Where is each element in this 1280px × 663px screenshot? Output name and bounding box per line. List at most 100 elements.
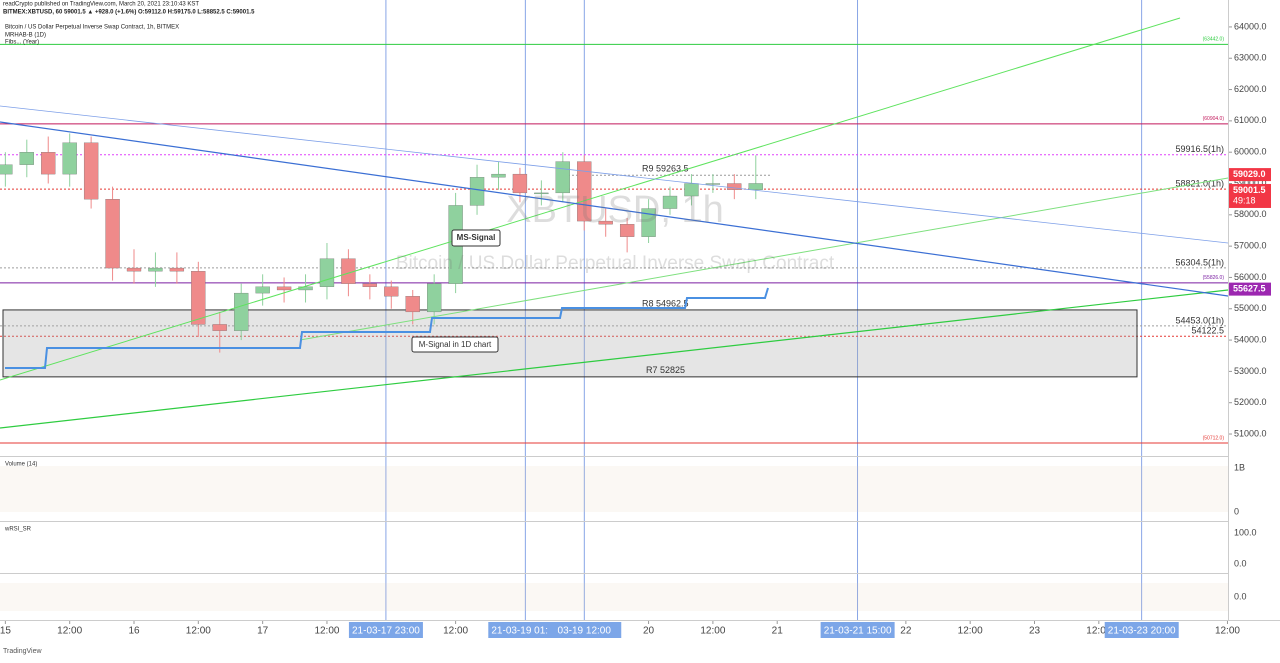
trend-line (0, 289, 1229, 429)
m-signal-line (5, 287, 769, 369)
price-badge-label: 55627.5 (1233, 283, 1266, 293)
zone-label: R7 52825 (646, 365, 685, 375)
y-tick-label: 62000.0 (1234, 84, 1267, 94)
panel-border (0, 456, 1228, 457)
level-label: 54122.5 (1191, 326, 1224, 336)
level-label: 56304.5(1h) (1175, 257, 1224, 267)
level-label: (60904.0) (1203, 116, 1225, 122)
trend-line (0, 105, 1229, 244)
candle-body (469, 177, 485, 206)
x-tick-label: 03-19 12:00 (558, 626, 612, 637)
y-tick-label: 59000.0 (1234, 178, 1267, 188)
zone (2, 309, 1138, 378)
price-badge-label: 59001.5 (1233, 185, 1266, 195)
axis-border (1228, 0, 1229, 620)
x-tick-label: 15 (0, 626, 11, 637)
x-tick-label: 21-03-19 01:00 (491, 626, 559, 637)
price-badge (1229, 168, 1271, 182)
candle-body (641, 208, 656, 237)
candle-body (534, 192, 549, 195)
zone-label: R8 54962.5 (642, 298, 689, 308)
indicator-panel (0, 531, 1228, 564)
candle-body (234, 292, 249, 331)
time-label-bg (348, 622, 423, 638)
panel-tick-label: 1B (1234, 462, 1245, 472)
y-tick-label: 55000.0 (1234, 303, 1267, 313)
candle-body (148, 267, 163, 272)
indicator-label: Fibs... (Year) (5, 40, 39, 46)
x-tick-label: 12:00 (1215, 626, 1240, 637)
indicator-panel (0, 466, 1228, 512)
candle-body (212, 324, 227, 331)
level-label: R9 59263.5 (642, 164, 689, 174)
panel-title: wRSI_SR (4, 527, 32, 533)
x-tick-label: 21-03-23 20:00 (1108, 626, 1176, 637)
y-tick-label: 56000.0 (1234, 272, 1267, 282)
watermark-sub: Bitcoin / US Dollar Perpetual Inverse Sw… (396, 253, 835, 274)
y-tick-label: 53000.0 (1234, 366, 1267, 376)
x-tick-label: 21 (772, 626, 784, 637)
candle-body (748, 183, 763, 190)
time-label-bg (820, 622, 895, 638)
candle-body (83, 142, 99, 200)
time-label-bg (1104, 622, 1179, 638)
y-tick-label: 52000.0 (1234, 397, 1267, 407)
candle-body (41, 152, 56, 175)
panel-border (0, 573, 1228, 574)
panel-border (0, 521, 1228, 522)
y-tick-label: 54000.0 (1234, 334, 1267, 344)
candle-body (619, 224, 635, 237)
candle-body (191, 271, 206, 325)
candle-body (491, 173, 506, 178)
x-tick-label: 12:00 (958, 626, 983, 637)
x-tick-label: 21-03-17 23:00 (352, 626, 420, 637)
candle-body (169, 267, 185, 272)
y-tick-label: 61000.0 (1234, 115, 1267, 125)
candle-body (0, 164, 13, 175)
candle-body (255, 286, 270, 294)
watermark: XBTUSD, 1h (506, 189, 724, 231)
x-tick-label: 20 (643, 626, 655, 637)
level-label: 59916.5(1h) (1175, 144, 1224, 154)
candle-body (62, 142, 77, 175)
price-badge-label: 59029.0 (1233, 169, 1266, 179)
y-tick-label: 51000.0 (1234, 428, 1267, 438)
footer: TradingView (3, 648, 42, 655)
x-tick-label: 16 (128, 626, 140, 637)
header-line: BITMEX:XBTUSD, 60 59001.5 ▲ +928.0 (+1.6… (3, 10, 255, 16)
x-tick-label: 21-03-21 15:00 (824, 626, 892, 637)
x-tick-label: 12:00 (1086, 626, 1111, 637)
annotation-box (411, 336, 499, 353)
level-label: (63442.0) (1203, 37, 1225, 43)
trend-line (0, 121, 1229, 297)
candle-body (405, 296, 420, 313)
time-label-bg (488, 622, 563, 638)
chart-title: Bitcoin / US Dollar Perpetual Inverse Sw… (5, 25, 179, 31)
candle-body (427, 283, 442, 313)
panel-tick-label: 100.0 (1234, 527, 1257, 537)
trend-line (299, 177, 1229, 341)
candle-body (319, 258, 335, 287)
panel-tick-label: 0.0 (1234, 558, 1247, 568)
axis-border (0, 620, 1280, 621)
time-label-bg (547, 622, 622, 638)
candle-body (126, 267, 142, 272)
x-tick-label: 12:00 (443, 626, 468, 637)
candle-body (662, 195, 678, 209)
x-tick-label: 23 (1029, 626, 1041, 637)
y-tick-label: 64000.0 (1234, 21, 1267, 31)
candle-body (727, 183, 742, 190)
x-tick-label: 22 (900, 626, 912, 637)
x-tick-label: 12:00 (314, 626, 339, 637)
price-badge-sub: 49:18 (1233, 195, 1256, 205)
y-tick-label: 63000.0 (1234, 53, 1267, 63)
candle-body (512, 173, 528, 194)
trend-line (0, 17, 1181, 381)
level-label: 58821.0(1h) (1175, 178, 1224, 188)
indicator-label: MRHAB-B (1D) (5, 33, 46, 39)
x-tick-label: 12:00 (186, 626, 211, 637)
y-tick-label: 57000.0 (1234, 241, 1267, 251)
candle-body (19, 152, 34, 165)
